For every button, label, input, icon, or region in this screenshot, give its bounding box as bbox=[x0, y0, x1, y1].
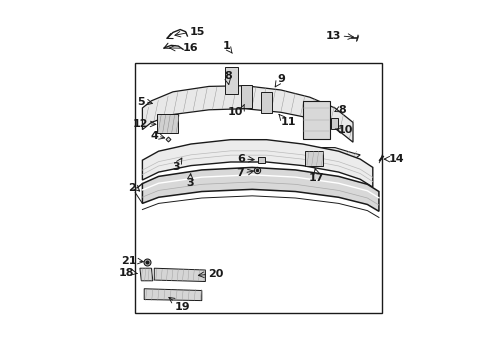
Text: 16: 16 bbox=[183, 43, 199, 53]
Text: 10: 10 bbox=[228, 107, 243, 117]
Text: 8: 8 bbox=[224, 71, 232, 81]
FancyBboxPatch shape bbox=[241, 85, 252, 108]
FancyBboxPatch shape bbox=[305, 151, 323, 166]
Text: 3: 3 bbox=[172, 162, 179, 172]
Text: 9: 9 bbox=[277, 73, 285, 84]
Text: 17: 17 bbox=[309, 173, 324, 183]
Text: 8: 8 bbox=[338, 105, 345, 115]
FancyBboxPatch shape bbox=[331, 118, 338, 129]
Text: 4: 4 bbox=[150, 131, 158, 141]
Polygon shape bbox=[143, 167, 379, 211]
FancyBboxPatch shape bbox=[261, 92, 272, 113]
Text: 5: 5 bbox=[137, 96, 145, 107]
Text: 10: 10 bbox=[338, 125, 353, 135]
Polygon shape bbox=[154, 268, 205, 282]
Polygon shape bbox=[143, 140, 373, 187]
Polygon shape bbox=[144, 289, 202, 301]
Text: 1: 1 bbox=[223, 41, 231, 51]
Polygon shape bbox=[310, 148, 360, 160]
Polygon shape bbox=[140, 268, 153, 281]
Text: 7: 7 bbox=[237, 168, 245, 178]
FancyBboxPatch shape bbox=[225, 67, 238, 94]
Text: 15: 15 bbox=[189, 27, 205, 37]
Text: 6: 6 bbox=[237, 154, 245, 164]
Text: 21: 21 bbox=[122, 256, 137, 266]
FancyBboxPatch shape bbox=[303, 101, 330, 139]
Text: 18: 18 bbox=[119, 268, 134, 278]
Text: 14: 14 bbox=[389, 154, 405, 164]
Bar bbox=[135, 63, 382, 313]
Text: 13: 13 bbox=[326, 31, 342, 41]
Text: 12: 12 bbox=[133, 119, 148, 129]
Text: 20: 20 bbox=[208, 269, 223, 279]
FancyBboxPatch shape bbox=[258, 157, 265, 163]
Text: 19: 19 bbox=[175, 302, 191, 312]
Text: 3: 3 bbox=[187, 178, 194, 188]
Text: 11: 11 bbox=[281, 117, 296, 127]
Polygon shape bbox=[143, 86, 353, 142]
FancyBboxPatch shape bbox=[157, 114, 178, 133]
Text: 2: 2 bbox=[128, 183, 136, 193]
